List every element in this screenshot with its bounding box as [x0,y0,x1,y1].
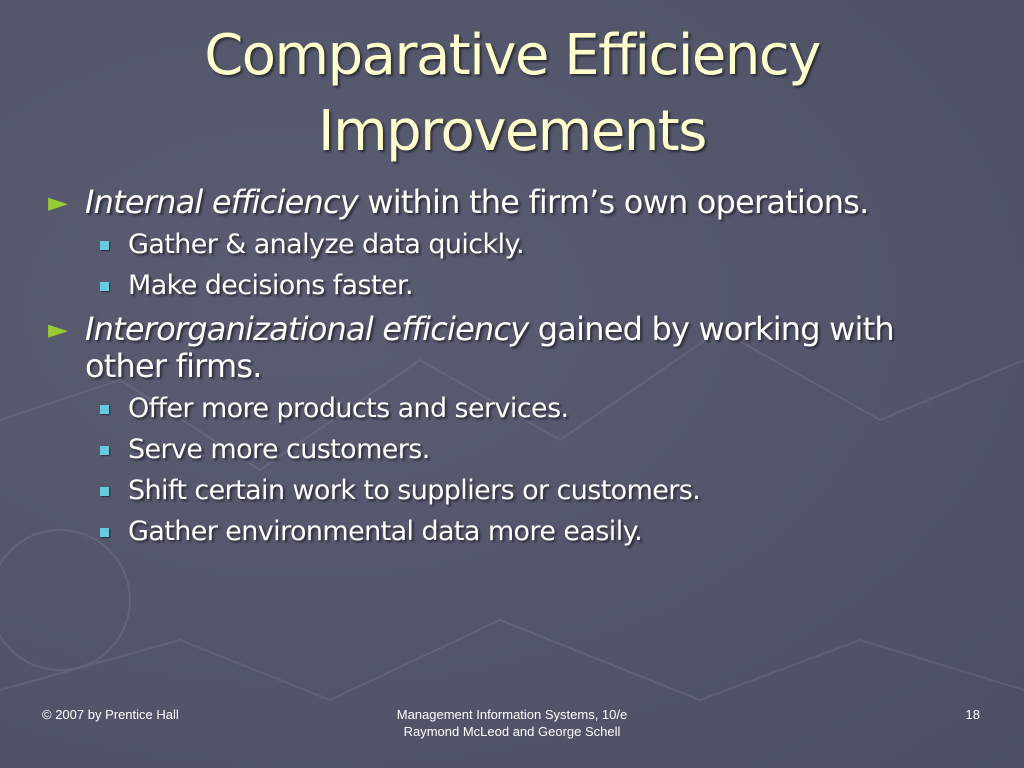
square-bullet-icon [100,282,109,291]
sub-bullet-text: Make decisions faster. [128,270,414,301]
title-line-1: Comparative Efficiency [204,23,821,88]
square-bullet-icon [100,405,109,414]
sub-bullet-text: Offer more products and services. [128,393,569,424]
sub-bullet: Serve more customers. [0,433,1000,467]
square-bullet-icon [100,487,109,496]
square-bullet-icon [100,446,109,455]
sub-bullet: Gather & analyze data quickly. [0,228,1000,262]
sub-bullet: Shift certain work to suppliers or custo… [0,474,1000,508]
bullet-internal-efficiency: ► Internal efficiency within the firm’s … [0,184,955,221]
sub-bullet-text: Gather environmental data more easily. [128,516,643,547]
square-bullet-icon [100,528,109,537]
sub-bullet-text: Gather & analyze data quickly. [128,229,525,260]
slide-body: ► Internal efficiency within the firm’s … [0,180,1000,549]
footer-copyright: © 2007 by Prentice Hall [42,707,179,722]
sub-bullet: Make decisions faster. [0,269,1000,303]
footer-book-info: Management Information Systems, 10/e Ray… [312,706,712,740]
bullet-text: gained by working with other firms. [85,310,895,385]
bullet-emphasis: Interorganizational efficiency [85,310,529,348]
footer-book-title: Management Information Systems, 10/e [396,707,628,722]
bullet-text: within the firm’s own operations. [357,183,869,221]
sub-bullet: Offer more products and services. [0,392,1000,426]
bullet-interorganizational-efficiency: ► Interorganizational efficiency gained … [0,311,955,385]
square-bullet-icon [100,241,109,250]
title-line-2: Improvements [318,99,707,164]
arrow-bullet-icon: ► [48,188,68,218]
sub-bullet-text: Shift certain work to suppliers or custo… [128,475,701,506]
sub-bullet: Gather environmental data more easily. [0,515,1000,549]
bullet-emphasis: Internal efficiency [85,183,359,221]
footer-authors: Raymond McLeod and George Schell [403,724,621,739]
sub-bullet-text: Serve more customers. [128,434,430,465]
page-number: 18 [965,707,980,722]
arrow-bullet-icon: ► [48,315,68,345]
slide-title: Comparative Efficiency Improvements [0,18,1024,170]
